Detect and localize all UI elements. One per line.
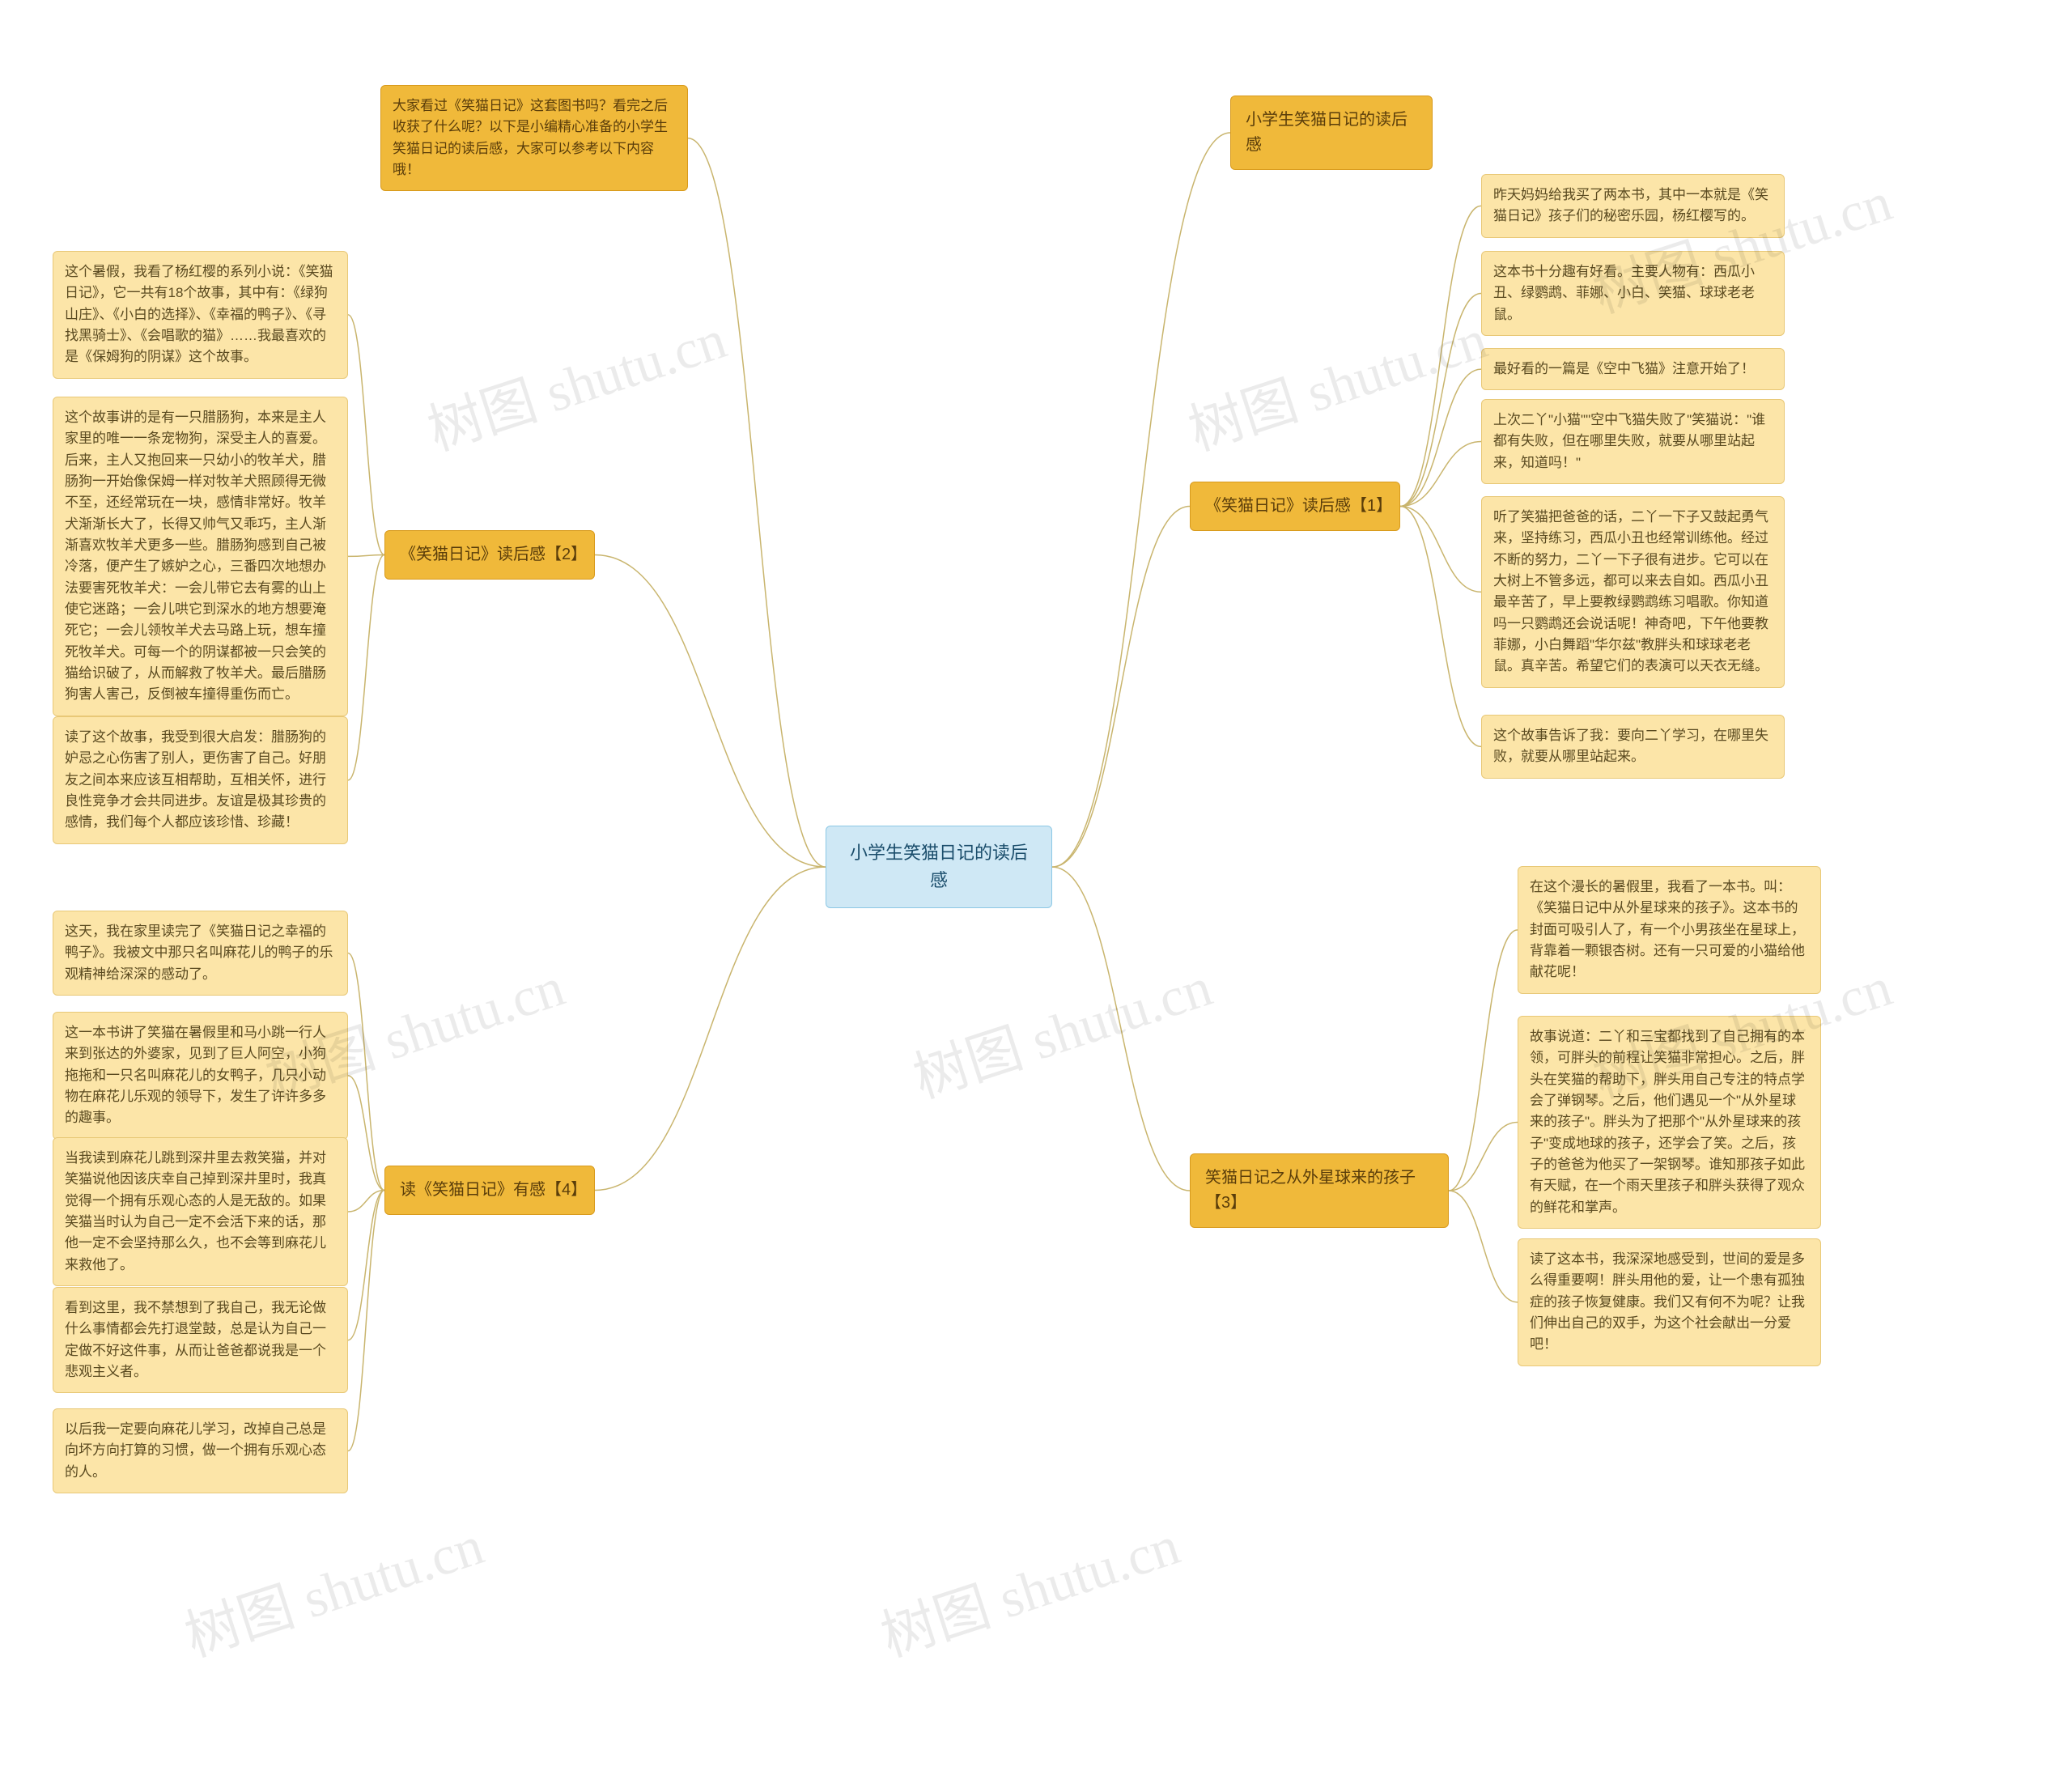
branch-4[interactable]: 读《笑猫日记》有感【4】: [384, 1166, 595, 1215]
watermark: 树图 shutu.cn: [902, 941, 1220, 1113]
leaf-3-1[interactable]: 在这个漫长的暑假里，我看了一本书。叫：《笑猫日记中从外星球来的孩子》。这本书的封…: [1518, 866, 1821, 994]
leaf-1-3[interactable]: 最好看的一篇是《空中飞猫》注意开始了！: [1481, 348, 1785, 390]
leaf-2-1[interactable]: 这个暑假，我看了杨红樱的系列小说：《笑猫日记》，它一共有18个故事，其中有：《绿…: [53, 251, 348, 379]
intro-node[interactable]: 大家看过《笑猫日记》这套图书吗？看完之后收获了什么呢？以下是小编精心准备的小学生…: [380, 85, 688, 191]
leaf-4-3[interactable]: 当我读到麻花儿跳到深井里去救笑猫，并对笑猫说他因该庆幸自己掉到深井里时，我真觉得…: [53, 1137, 348, 1286]
leaf-1-5[interactable]: 听了笑猫把爸爸的话，二丫一下子又鼓起勇气来，坚持练习，西瓜小丑也经常训练他。经过…: [1481, 496, 1785, 688]
leaf-2-2[interactable]: 这个故事讲的是有一只腊肠狗，本来是主人家里的唯一一条宠物狗，深受主人的喜爱。后来…: [53, 397, 348, 716]
leaf-1-2[interactable]: 这本书十分趣有好看。主要人物有：西瓜小丑、绿鹦鹉、菲娜、小白、笑猫、球球老老鼠。: [1481, 251, 1785, 336]
leaf-4-2[interactable]: 这一本书讲了笑猫在暑假里和马小跳一行人来到张达的外婆家，见到了巨人阿空，小狗拖拖…: [53, 1012, 348, 1140]
leaf-1-6[interactable]: 这个故事告诉了我：要向二丫学习，在哪里失败，就要从哪里站起来。: [1481, 715, 1785, 779]
leaf-2-3[interactable]: 读了这个故事，我受到很大启发：腊肠狗的妒忌之心伤害了别人，更伤害了自己。好朋友之…: [53, 716, 348, 844]
leaf-1-1[interactable]: 昨天妈妈给我买了两本书，其中一本就是《笑猫日记》孩子们的秘密乐园，杨红樱写的。: [1481, 174, 1785, 238]
leaf-4-4[interactable]: 看到这里，我不禁想到了我自己，我无论做什么事情都会先打退堂鼓，总是认为自己一定做…: [53, 1287, 348, 1393]
branch-2[interactable]: 《笑猫日记》读后感【2】: [384, 530, 595, 580]
leaf-3-2[interactable]: 故事说道：二丫和三宝都找到了自己拥有的本领，可胖头的前程让笑猫非常担心。之后，胖…: [1518, 1016, 1821, 1229]
leaf-1-4[interactable]: 上次二丫"小猫""空中飞猫失败了"笑猫说："谁都有失败，但在哪里失败，就要从哪里…: [1481, 399, 1785, 484]
watermark: 树图 shutu.cn: [869, 1500, 1187, 1671]
leaf-3-3[interactable]: 读了这本书，我深深地感受到，世间的爱是多么得重要啊！胖头用他的爱，让一个患有孤独…: [1518, 1238, 1821, 1366]
watermark: 树图 shutu.cn: [173, 1500, 491, 1671]
root-node[interactable]: 小学生笑猫日记的读后感: [826, 826, 1052, 908]
watermark: 树图 shutu.cn: [1177, 294, 1495, 465]
branch-3[interactable]: 笑猫日记之从外星球来的孩子【3】: [1190, 1153, 1449, 1228]
leaf-4-5[interactable]: 以后我一定要向麻花儿学习，改掉自己总是向坏方向打算的习惯，做一个拥有乐观心态的人…: [53, 1408, 348, 1493]
leaf-4-1[interactable]: 这天，我在家里读完了《笑猫日记之幸福的鸭子》。我被文中那只名叫麻花儿的鸭子的乐观…: [53, 911, 348, 996]
branch-0[interactable]: 小学生笑猫日记的读后感: [1230, 96, 1433, 170]
branch-1[interactable]: 《笑猫日记》读后感【1】: [1190, 482, 1400, 531]
watermark: 树图 shutu.cn: [416, 294, 734, 465]
